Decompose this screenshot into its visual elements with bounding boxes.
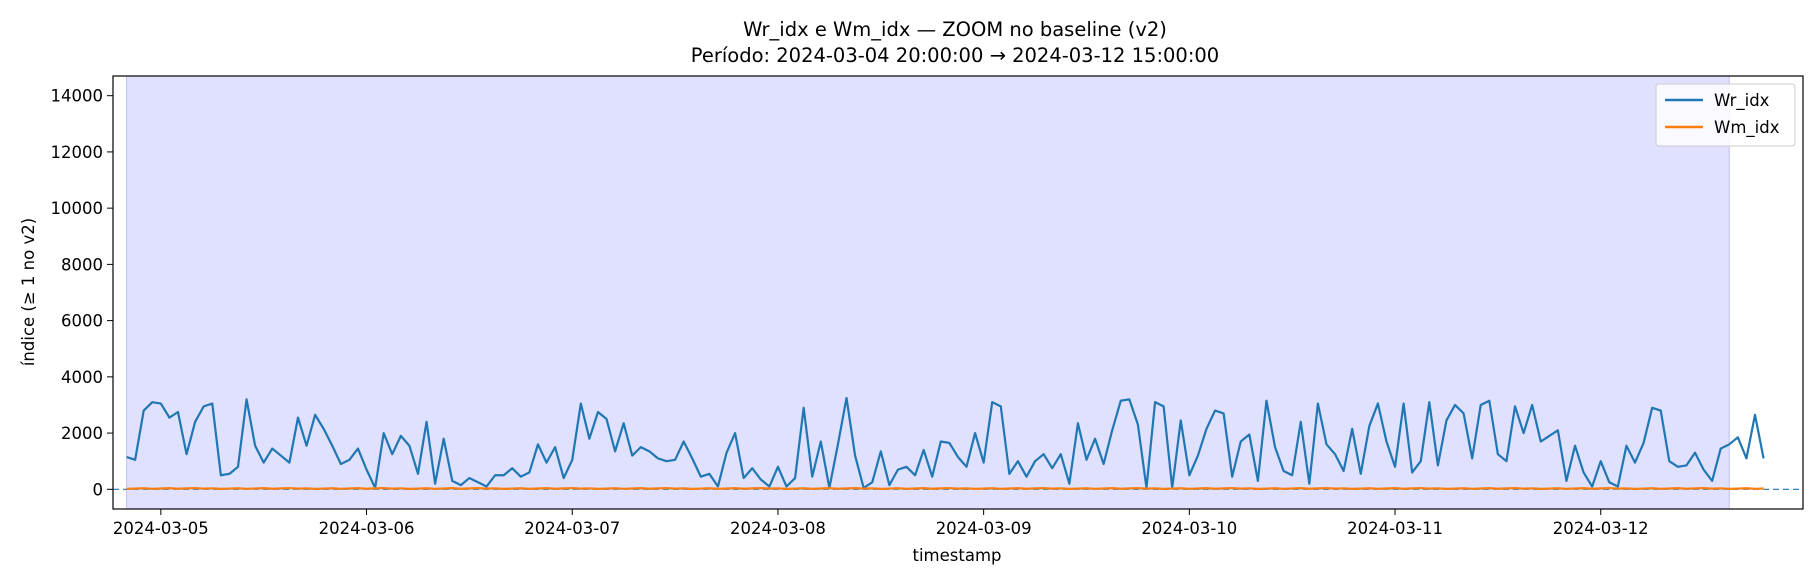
plot-frame xyxy=(112,75,1804,510)
chart-subtitle: Período: 2024-03-04 20:00:00 → 2024-03-1… xyxy=(691,44,1219,67)
x-tick-label: 2024-03-06 xyxy=(319,519,415,538)
y-tick-label: 14000 xyxy=(51,87,104,106)
x-axis-label: timestamp xyxy=(912,546,1001,565)
legend-label-wr-idx: Wr_idx xyxy=(1714,91,1770,111)
y-tick-label: 4000 xyxy=(61,368,103,387)
x-tick-label: 2024-03-10 xyxy=(1141,519,1237,538)
y-tick-label: 12000 xyxy=(51,143,104,162)
y-axis-label: índice (≥ 1 no v2) xyxy=(19,218,38,366)
shaded-span xyxy=(126,76,1730,509)
y-tick-label: 2000 xyxy=(61,424,103,443)
x-tick-label: 2024-03-08 xyxy=(730,519,826,538)
series-line-wm-idx xyxy=(126,486,1764,490)
y-tick-label: 6000 xyxy=(61,312,103,331)
x-tick-label: 2024-03-12 xyxy=(1553,519,1649,538)
series-line-wr-idx xyxy=(126,396,1765,490)
chart-title: Wr_idx e Wm_idx — ZOOM no baseline (v2) xyxy=(743,18,1167,41)
legend-label-wm-idx: Wm_idx xyxy=(1714,118,1780,138)
y-axis: 0 2000 4000 6000 8000 10000 12000 14000 xyxy=(51,87,113,499)
legend: Wr_idx Wm_idx xyxy=(1655,83,1796,147)
x-axis: 2024-03-05 2024-03-06 2024-03-07 2024-03-08… xyxy=(113,509,1649,538)
y-tick-label: 0 xyxy=(93,480,104,499)
y-tick-label: 10000 xyxy=(51,199,104,218)
x-tick-label: 2024-03-05 xyxy=(113,519,209,538)
y-tick-label: 8000 xyxy=(61,255,103,274)
x-tick-label: 2024-03-11 xyxy=(1347,519,1443,538)
x-tick-label: 2024-03-07 xyxy=(524,519,620,538)
x-tick-label: 2024-03-09 xyxy=(936,519,1032,538)
